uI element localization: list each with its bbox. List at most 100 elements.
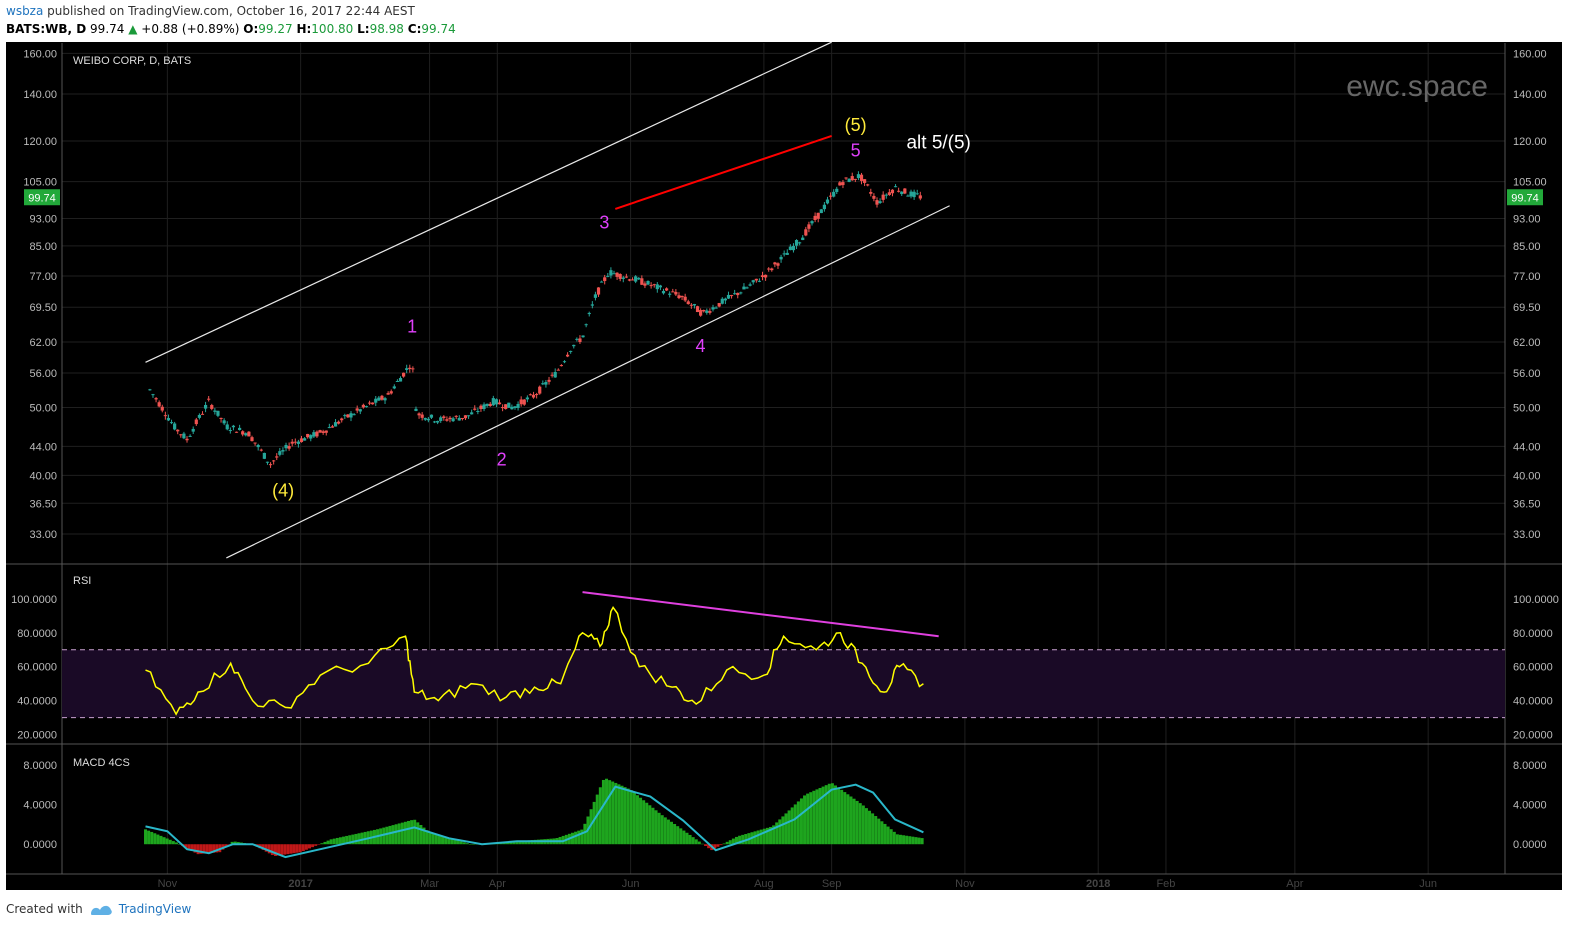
price-tick-label-right: 69.50: [1513, 302, 1541, 314]
last-price-label-left: 99.74: [28, 192, 56, 204]
candle-body: [680, 295, 684, 298]
macd-histogram-bar: [357, 833, 361, 845]
macd-histogram-bar: [208, 844, 212, 854]
candle-body: [692, 304, 697, 306]
macd-histogram-bar: [453, 839, 457, 845]
macd-histogram-bar: [775, 822, 779, 845]
candle-body: [906, 195, 910, 197]
macd-histogram-bar: [685, 832, 689, 845]
candle-body: [250, 437, 254, 442]
macd-histogram-bar: [673, 823, 677, 845]
candle-body: [717, 303, 721, 307]
macd-histogram-bar: [756, 830, 760, 845]
candle-body: [887, 192, 891, 195]
candle-body: [838, 182, 842, 186]
macd-histogram-bar: [883, 823, 887, 845]
author-link[interactable]: wsbza: [6, 4, 44, 18]
macd-histogram-bar: [512, 841, 516, 845]
candle-body: [708, 311, 712, 313]
wave-label: 3: [599, 213, 609, 233]
price-tick-label-right: 50.00: [1513, 402, 1541, 414]
candle-body: [624, 276, 628, 278]
candle-body: [661, 290, 666, 294]
macd-histogram-bar: [456, 840, 460, 845]
macd-pane-title: MACD 4CS: [73, 757, 130, 769]
macd-histogram-bar: [153, 833, 157, 845]
price-change: +0.88 (+0.89%): [141, 22, 240, 36]
candle-body: [429, 414, 434, 418]
time-tick-label: Apr: [1286, 878, 1303, 890]
macd-histogram-bar: [917, 837, 921, 845]
candle-body: [612, 273, 616, 275]
macd-histogram-bar: [354, 833, 358, 845]
macd-histogram-bar: [666, 819, 670, 845]
macd-histogram-bar: [608, 780, 612, 845]
macd-histogram-bar: [738, 835, 742, 845]
candle-body: [869, 191, 873, 194]
candle-body: [677, 295, 681, 299]
created-with-label: Created with: [6, 902, 83, 916]
candle-body: [751, 280, 755, 283]
macd-histogram-bar: [342, 836, 346, 845]
candle-body: [507, 402, 511, 408]
macd-histogram-bar: [762, 828, 766, 845]
time-tick-label: Nov: [158, 878, 178, 890]
last-price-label-right: 99.74: [1511, 192, 1539, 204]
price-tick-label-right: 105.00: [1513, 177, 1547, 189]
macd-histogram-bar: [574, 831, 578, 845]
candle-body: [866, 184, 870, 186]
candle-body: [321, 431, 325, 433]
candle-body: [302, 438, 307, 441]
candle-body: [436, 420, 440, 423]
time-tick-label: Jun: [1419, 878, 1437, 890]
macd-histogram-bar: [914, 837, 918, 845]
macd-histogram-bar: [852, 798, 856, 845]
macd-histogram-bar: [809, 792, 813, 845]
candle-body: [695, 306, 700, 313]
candle-body: [377, 397, 381, 401]
candle-body: [853, 178, 857, 180]
candle-body: [856, 174, 861, 179]
candle-body: [807, 224, 811, 229]
price-tick-label-right: 33.00: [1513, 529, 1541, 541]
macd-histogram-bar: [580, 829, 584, 845]
price-tick-label-left: 36.50: [29, 498, 57, 510]
candle-body: [241, 431, 245, 435]
price-tick-label-left: 44.00: [29, 441, 57, 453]
candle-body: [881, 194, 885, 200]
macd-histogram-bar: [292, 844, 296, 854]
price-tick-label-left: 50.00: [29, 402, 57, 414]
price-tick-label-left: 85.00: [29, 241, 57, 253]
candle-body: [776, 263, 780, 266]
open-value: 99.27: [258, 22, 293, 36]
macd-histogram-bar: [799, 798, 803, 845]
macd-histogram-bar: [858, 803, 862, 845]
macd-histogram-bar: [348, 835, 352, 845]
macd-histogram-bar: [796, 801, 800, 845]
candle-body: [674, 291, 678, 295]
macd-histogram-bar: [147, 830, 151, 845]
macd-histogram-bar: [892, 831, 896, 845]
candle-body: [324, 430, 328, 433]
macd-histogram-bar: [150, 831, 154, 845]
macd-histogram-bar: [159, 835, 163, 845]
candle-body: [497, 402, 502, 405]
candle-body: [912, 191, 916, 198]
candle-body: [757, 280, 762, 282]
candle-body: [878, 201, 882, 204]
candle-body: [720, 298, 724, 304]
macd-histogram-bar: [846, 794, 850, 845]
close-value: 99.74: [421, 22, 456, 36]
candle-body: [794, 240, 799, 246]
candle-body: [197, 414, 201, 418]
macd-histogram-bar: [682, 830, 686, 845]
tradingview-link[interactable]: TradingView: [118, 902, 192, 916]
candle-body: [340, 418, 344, 421]
macd-histogram-bar: [434, 834, 438, 845]
candle-body: [562, 361, 567, 363]
candle-body: [401, 372, 406, 377]
macd-histogram-bar: [561, 835, 565, 845]
candle-body: [863, 179, 867, 183]
candle-body: [646, 280, 650, 285]
